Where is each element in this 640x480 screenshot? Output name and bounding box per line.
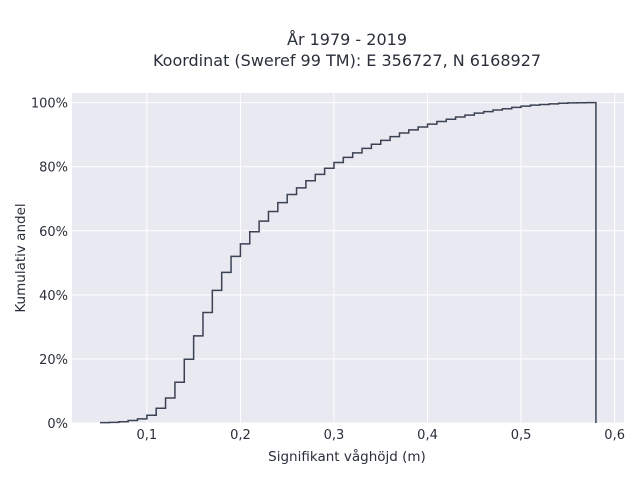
x-axis-label: Signifikant våghöjd (m)	[268, 448, 426, 465]
x-tick-label: 0,2	[230, 428, 251, 443]
y-tick-label: 60%	[39, 225, 68, 240]
x-tick-labels: 0,1 0,2 0,3 0,4 0,5 0,6	[137, 428, 625, 443]
chart-title: År 1979 - 2019	[287, 30, 407, 49]
y-tick-label: 80%	[39, 161, 68, 176]
y-tick-labels: 0% 20% 40% 60% 80% 100%	[31, 97, 68, 432]
y-tick-label: 100%	[31, 97, 68, 112]
chart-subtitle: Koordinat (Sweref 99 TM): E 356727, N 61…	[153, 51, 541, 70]
y-axis-label: Kumulativ andel	[13, 203, 29, 312]
y-tick-label: 20%	[39, 353, 68, 368]
y-tick-label: 0%	[47, 417, 68, 432]
y-tick-label: 40%	[39, 289, 68, 304]
x-tick-label: 0,5	[511, 428, 532, 443]
x-tick-label: 0,3	[324, 428, 345, 443]
x-tick-label: 0,1	[137, 428, 158, 443]
cdf-step-line	[100, 101, 597, 424]
x-tick-label: 0,6	[604, 428, 625, 443]
plot-area	[72, 93, 624, 423]
x-tick-label: 0,4	[417, 428, 438, 443]
grid-lines	[72, 93, 624, 424]
